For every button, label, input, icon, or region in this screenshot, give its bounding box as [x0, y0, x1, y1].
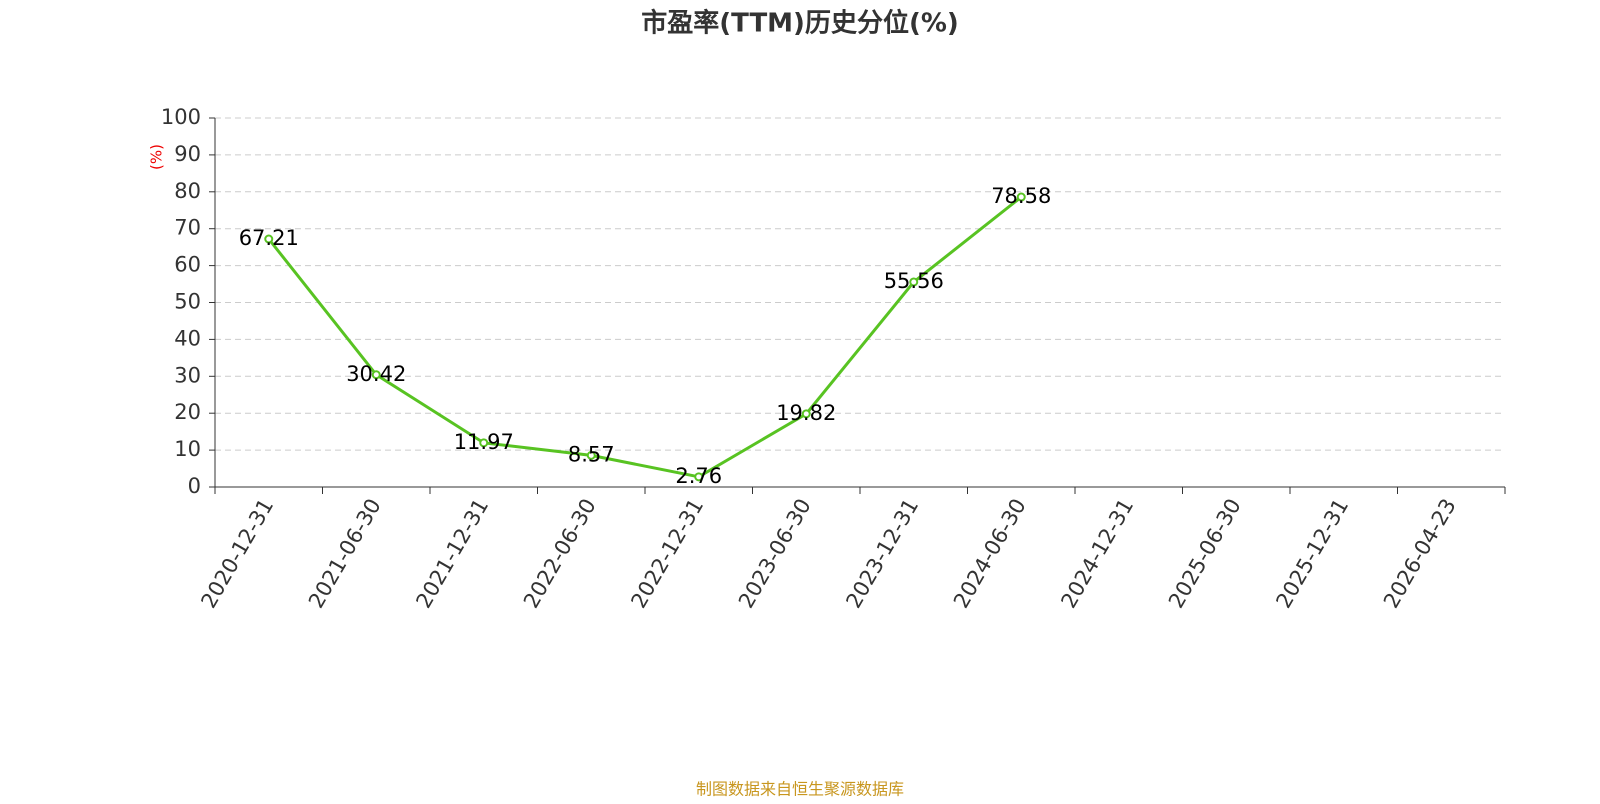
y-tick-label: 80 [174, 179, 201, 203]
data-point [1016, 192, 1026, 202]
data-point [371, 370, 381, 380]
y-tick-label: 0 [188, 474, 201, 498]
y-tick-label: 40 [174, 326, 201, 350]
y-axis-label: (%) [148, 144, 166, 170]
y-tick-label: 50 [174, 290, 201, 314]
x-tick-label: 2023-06-30 [734, 495, 816, 613]
data-label: 78.58 [991, 184, 1051, 208]
x-tick-label: 2024-06-30 [949, 495, 1031, 613]
data-label: 11.97 [454, 430, 514, 454]
x-tick-label: 2022-12-31 [626, 495, 708, 613]
x-tick-label: 2020-12-31 [196, 495, 278, 613]
x-tick-label: 2025-12-31 [1271, 495, 1353, 613]
data-label: 19.82 [776, 401, 836, 425]
y-tick-label: 10 [174, 437, 201, 461]
x-tick-label: 2022-06-30 [519, 495, 601, 613]
data-point [909, 277, 919, 287]
data-label: 2.76 [675, 464, 722, 488]
x-tick-label: 2021-06-30 [304, 495, 386, 613]
x-tick-label: 2025-06-30 [1164, 495, 1246, 613]
y-tick-label: 30 [174, 363, 201, 387]
y-tick-label: 20 [174, 400, 201, 424]
y-tick-label: 60 [174, 253, 201, 277]
source-note: 制图数据来自恒生聚源数据库 [696, 780, 904, 799]
data-point [479, 438, 489, 448]
data-point [801, 409, 811, 419]
data-point [264, 234, 274, 244]
chart-title: 市盈率(TTM)历史分位(%) [641, 8, 959, 39]
data-label: 55.56 [884, 269, 944, 293]
x-tick-label: 2023-12-31 [841, 495, 923, 613]
x-tick-label: 2021-12-31 [411, 495, 493, 613]
data-point [694, 472, 704, 482]
data-point [586, 450, 596, 460]
x-tick-label: 2026-04-23 [1379, 495, 1461, 613]
data-label: 30.42 [346, 362, 406, 386]
y-tick-label: 70 [174, 216, 201, 240]
data-label: 67.21 [239, 226, 299, 250]
data-label: 8.57 [568, 442, 615, 466]
series-line [267, 195, 1023, 479]
y-tick-label: 100 [161, 105, 201, 129]
y-tick-label: 90 [174, 142, 201, 166]
x-tick-label: 2024-12-31 [1056, 495, 1138, 613]
